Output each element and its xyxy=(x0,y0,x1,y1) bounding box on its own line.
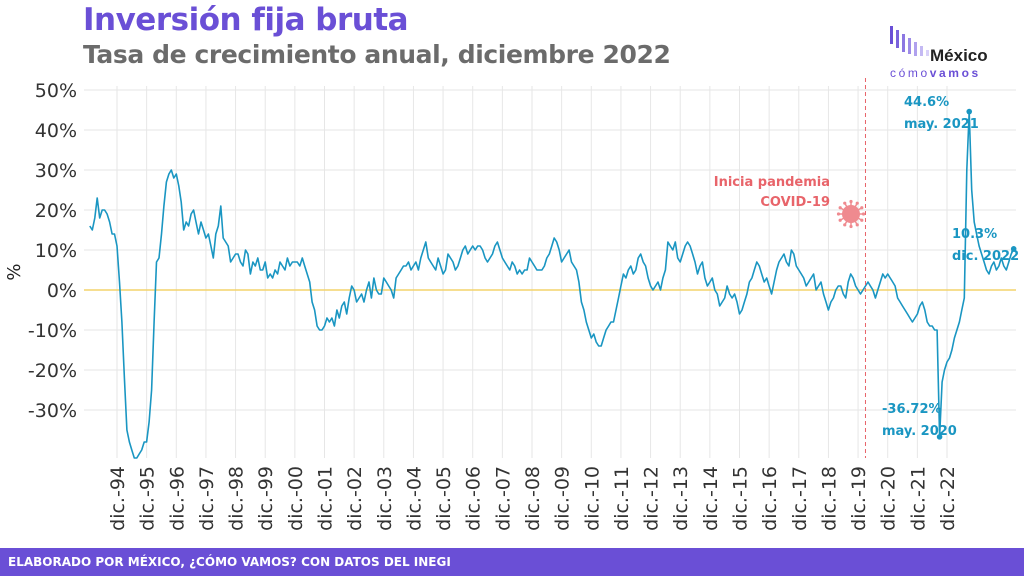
footer-credit: ELABORADO POR MÉXICO, ¿CÓMO VAMOS? CON D… xyxy=(8,555,451,569)
x-tick-label: dic.-09 xyxy=(552,466,574,531)
virus-spike-tip xyxy=(849,199,853,204)
x-tick-label: dic.-10 xyxy=(581,466,603,531)
max-value-label: 44.6% xyxy=(904,95,949,110)
x-tick-label: dic.-18 xyxy=(818,466,840,531)
x-tick-label: dic.-20 xyxy=(878,466,900,531)
virus-spike-tip xyxy=(860,206,864,210)
y-tick-label: -10% xyxy=(28,320,77,342)
x-tick-label: dic.-22 xyxy=(937,466,959,531)
pandemic-label-line1: Inicia pandemia xyxy=(714,175,830,190)
min-point xyxy=(936,434,943,440)
virus-spike-tip xyxy=(838,206,842,210)
min-date-label: may. 2020 xyxy=(882,424,957,439)
x-tick-label: dic.-01 xyxy=(315,466,337,531)
max-point xyxy=(966,108,973,115)
chart-subtitle: Tasa de crecimiento anual, diciembre 202… xyxy=(83,40,671,69)
virus-spike-tip xyxy=(860,218,864,222)
x-tick-label: dic.-04 xyxy=(403,466,425,531)
virus-spike-tip xyxy=(843,223,847,227)
x-tick-label: dic.-97 xyxy=(196,466,218,531)
x-tick-label: dic.-03 xyxy=(374,466,396,531)
line-chart: 50% 40% 30% 20% 10% 0% -10% -20% -30%% dic.-94 dic… xyxy=(4,78,1019,531)
x-tick-label: dic.-07 xyxy=(492,466,514,531)
virus-spike-tip xyxy=(843,201,847,205)
x-tick-label: dic.-98 xyxy=(226,466,248,531)
x-tick-label: dic.-17 xyxy=(789,466,811,531)
x-tick-label: dic.-11 xyxy=(611,466,633,531)
virus-spike-tip xyxy=(836,212,841,216)
pandemic-label-line2: COVID-19 xyxy=(760,195,830,210)
x-tick-label: dic.-19 xyxy=(848,466,870,531)
x-tick-label: dic.-06 xyxy=(463,466,485,531)
x-tick-label: dic.-99 xyxy=(255,466,277,531)
last-value-label: 10.3% xyxy=(952,227,997,242)
y-tick-label: 0% xyxy=(47,280,77,302)
x-tick-label: dic.-21 xyxy=(907,466,929,531)
y-tick-label: 40% xyxy=(35,120,77,142)
logo-bars-icon xyxy=(890,26,929,56)
last-date-label: dic. 2022 xyxy=(952,249,1019,264)
x-tick-label: dic.-16 xyxy=(759,466,781,531)
virus-spike-tip xyxy=(838,218,842,222)
logo-word: México xyxy=(930,46,988,65)
virus-spike-tip xyxy=(855,223,859,227)
y-axis-label: % xyxy=(4,263,25,280)
y-tick-label: 10% xyxy=(35,240,77,262)
virus-icon xyxy=(842,205,860,223)
virus-spike-tip xyxy=(861,212,866,216)
logo-subtext: cómovamos xyxy=(890,66,981,80)
x-tick-label: dic.-96 xyxy=(166,466,188,531)
x-tick-label: dic.-95 xyxy=(137,466,159,531)
y-tick-label: 50% xyxy=(35,80,77,102)
virus-spike-tip xyxy=(855,201,859,205)
x-tick-label: dic.-00 xyxy=(285,466,307,531)
y-tick-label: 30% xyxy=(35,160,77,182)
footer-bar: ELABORADO POR MÉXICO, ¿CÓMO VAMOS? CON D… xyxy=(0,548,1024,576)
x-tick-label: dic.-15 xyxy=(730,466,752,531)
y-tick-label: -20% xyxy=(28,360,77,382)
logo-sub-como: cómo xyxy=(890,66,930,80)
series-line xyxy=(89,110,1015,459)
x-tick-label: dic.-94 xyxy=(107,466,129,531)
virus-spike-tip xyxy=(849,224,853,229)
chart-title: Inversión fija bruta xyxy=(83,2,409,38)
logo-sub-vamos: vamos xyxy=(929,66,981,80)
x-tick-label: dic.-13 xyxy=(670,466,692,531)
x-tick-label: dic.-05 xyxy=(433,466,455,531)
max-date-label: may. 2021 xyxy=(904,117,979,132)
x-tick-label: dic.-08 xyxy=(522,466,544,531)
y-tick-label: 20% xyxy=(35,200,77,222)
min-value-label: -36.72% xyxy=(882,402,942,417)
x-tick-label: dic.-14 xyxy=(700,466,722,531)
y-tick-label: -30% xyxy=(28,400,77,422)
x-tick-label: dic.-12 xyxy=(641,466,663,531)
x-tick-label: dic.-02 xyxy=(344,466,366,531)
last-point xyxy=(1010,246,1017,252)
